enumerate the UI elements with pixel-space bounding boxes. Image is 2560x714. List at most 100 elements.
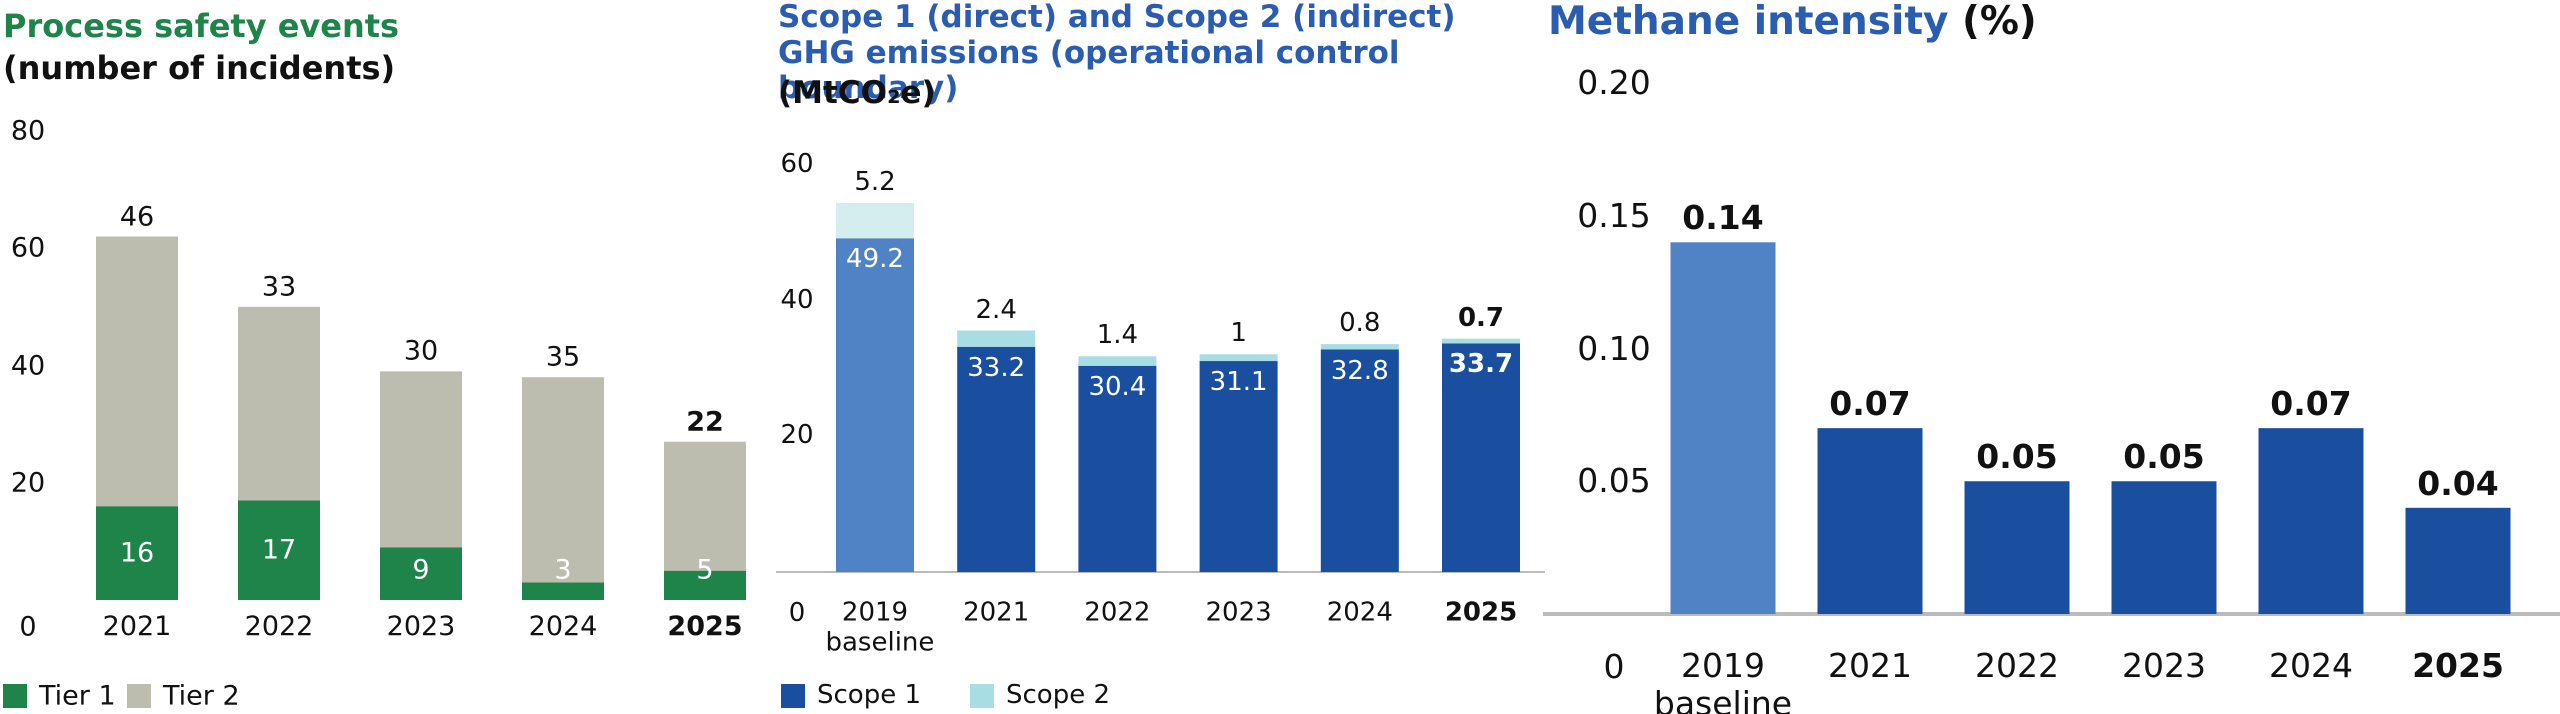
bar-segment [836, 238, 914, 572]
bar-segment [664, 570, 746, 600]
value-label: 3 [554, 554, 572, 586]
y-tick-label: 60 [10, 232, 46, 264]
bar-segment [238, 306, 320, 501]
value-label: 1 [1230, 318, 1247, 349]
value-label: 33 [261, 271, 297, 303]
bar-segment [957, 330, 1036, 347]
chart-subtitle: (MtCO₂e) [778, 75, 936, 111]
x-tick-label: 2024 [2269, 646, 2353, 686]
y-tick-label: 0.10 [1577, 328, 1651, 368]
bar-segment [1442, 338, 1520, 344]
bar [2258, 428, 2364, 614]
y-tick-label: 0 [1603, 647, 1625, 687]
x-tick-label: 2022 [1084, 597, 1151, 628]
bar-segment [1078, 356, 1157, 366]
y-tick-label: 20 [780, 420, 814, 451]
bar-segment [96, 506, 178, 600]
value-label: 0.14 [1682, 198, 1764, 238]
value-label: 22 [686, 406, 724, 438]
bar-segment [380, 371, 462, 548]
value-label: 0.7 [1457, 302, 1505, 333]
value-label: 0.05 [1976, 437, 2058, 477]
bar-segment [380, 547, 462, 600]
chart-subtitle: (number of incidents) [3, 49, 396, 87]
bar [1817, 428, 1923, 614]
bar-segment [1199, 361, 1278, 572]
chart-title: Scope 1 (direct) and Scope 2 (indirect) … [778, 0, 1456, 107]
x-tick-label: 2024 [528, 610, 598, 642]
bar-segment [1078, 365, 1157, 572]
value-label: 33.7 [1448, 349, 1514, 380]
chart-title: Methane intensity [1548, 0, 1949, 44]
value-label: 32.8 [1330, 355, 1389, 386]
value-label: 5 [696, 554, 714, 586]
value-label: 0.07 [2270, 384, 2352, 424]
bar-segment [664, 441, 746, 571]
chart-unit: (%) [1962, 0, 2037, 44]
x-tick-label: 2021 [1828, 646, 1912, 686]
value-label: 35 [545, 341, 581, 373]
y-tick-label: 0 [19, 611, 37, 643]
y-tick-label: 60 [780, 149, 814, 180]
value-label: 0.8 [1339, 308, 1381, 339]
legend-label: Tier 1 [39, 680, 116, 712]
legend-swatch [127, 684, 151, 708]
bar-segment [96, 236, 178, 507]
legend-label: Tier 2 [163, 680, 240, 712]
legend-label: Scope 1 [817, 680, 922, 711]
y-tick-label: 0.15 [1577, 195, 1651, 235]
x-tick-label: 2021 [963, 597, 1030, 628]
value-label: 30.4 [1088, 371, 1147, 402]
y-tick-label: 80 [10, 115, 46, 147]
x-tick-label: 2025 [667, 610, 743, 642]
bar [2111, 481, 2217, 614]
value-label: 0.07 [1829, 384, 1911, 424]
x-tick-label: 2024 [1326, 597, 1393, 628]
y-tick-label: 20 [10, 467, 46, 499]
x-tick-label: 2023 [1205, 597, 1272, 628]
legend-swatch [970, 684, 994, 708]
legend-swatch [3, 684, 27, 708]
y-tick-label: 40 [10, 349, 46, 381]
value-label: 31.1 [1209, 367, 1268, 398]
bar-segment [1320, 349, 1399, 572]
bar-segment [238, 500, 320, 600]
chart-title-group: Methane intensity (%) [1548, 0, 2037, 45]
x-tick-label: 2023 [2122, 646, 2206, 686]
bar-segment [522, 377, 604, 583]
x-tick-label: 2023 [386, 610, 456, 642]
x-tick-label: 2019 baseline [1653, 646, 1793, 714]
x-tick-label: 2021 [102, 610, 172, 642]
x-tick-label: 2025 [1444, 597, 1518, 628]
legend-label: Scope 2 [1006, 680, 1111, 711]
y-tick-label: 0 [788, 598, 806, 629]
y-tick-label: 0.05 [1577, 461, 1651, 501]
value-label: 0.05 [2123, 437, 2205, 477]
x-tick-label: 2019 baseline [825, 597, 935, 658]
value-label: 1.4 [1096, 320, 1139, 351]
chart-title: Process safety events [3, 7, 400, 45]
value-label: 46 [119, 200, 155, 232]
value-label: 49.2 [846, 244, 904, 275]
legend-swatch [781, 684, 805, 708]
y-tick-label: 0.20 [1577, 63, 1651, 103]
value-label: 30 [403, 335, 439, 367]
bar-segment [1442, 343, 1520, 572]
bar-segment [522, 582, 604, 600]
bar-segment [1199, 354, 1278, 362]
value-label: 5.2 [854, 167, 896, 198]
bar-segment [957, 346, 1036, 572]
bar-segment [1320, 344, 1399, 350]
value-label: 0.04 [2417, 463, 2499, 503]
value-label: 9 [412, 554, 430, 586]
value-label: 17 [261, 534, 297, 566]
value-label: 2.4 [975, 294, 1017, 325]
value-label: 33.2 [967, 352, 1026, 383]
x-tick-label: 2022 [1975, 646, 2059, 686]
bar [1670, 242, 1776, 615]
bar-segment [836, 202, 914, 239]
y-tick-label: 40 [780, 284, 814, 315]
value-label: 16 [119, 537, 155, 569]
bar [1964, 481, 2070, 614]
